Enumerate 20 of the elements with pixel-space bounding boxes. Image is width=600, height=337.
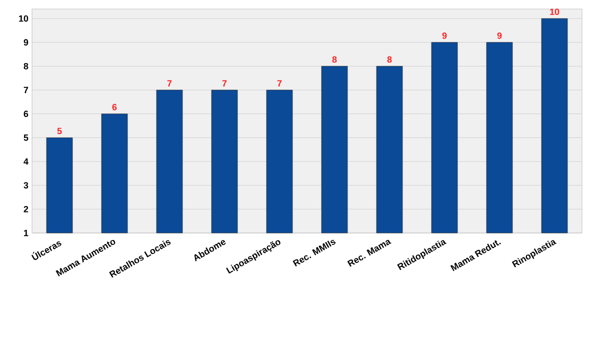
data-label: 5 (57, 128, 62, 134)
y-tick-label: 9 (24, 39, 28, 46)
y-tick-label: 4 (24, 158, 28, 165)
data-label: 9 (442, 32, 447, 39)
data-label: 7 (222, 80, 227, 86)
y-tick-label: 6 (24, 110, 28, 118)
data-label: 6 (112, 104, 117, 110)
y-tick-label: 5 (24, 134, 28, 141)
y-tick-label: 3 (24, 182, 28, 189)
data-label: 8 (332, 56, 337, 63)
y-tick-label: 2 (24, 206, 28, 212)
y-tick-label: 8 (24, 62, 28, 70)
data-label: 8 (387, 56, 392, 63)
y-tick-label: 7 (24, 86, 28, 94)
data-label: 7 (167, 80, 172, 86)
data-label: 10 (550, 8, 560, 15)
data-label: 7 (277, 80, 282, 86)
y-tick-label: 1 (24, 230, 28, 236)
data-label: 9 (497, 32, 502, 39)
y-tick-label: 10 (19, 15, 28, 22)
